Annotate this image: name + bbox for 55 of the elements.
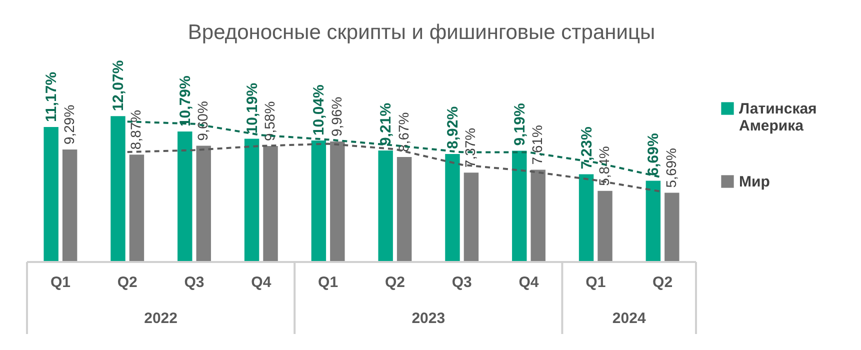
data-label: 7,23% xyxy=(578,126,596,170)
bar xyxy=(445,154,460,261)
bar xyxy=(378,150,393,261)
x-tick-label: Q4 xyxy=(251,274,272,291)
text: 2023 xyxy=(412,310,446,327)
bar xyxy=(664,192,680,261)
text: 2022 xyxy=(144,310,178,327)
data-label: 8,92% xyxy=(444,106,462,149)
data-label: 9,21% xyxy=(378,102,395,146)
text: 2024 xyxy=(612,310,646,327)
data-label: 11,17% xyxy=(43,72,60,122)
x-tick-label: Q1 xyxy=(586,274,606,291)
bar xyxy=(512,150,527,261)
data-label: 5,84% xyxy=(596,146,612,186)
legend-label: Латинская Америка xyxy=(739,100,817,134)
data-label: 8,87% xyxy=(128,110,144,150)
bar xyxy=(598,190,612,261)
data-label: 9,58% xyxy=(262,101,278,142)
x-tick-label: Q3 xyxy=(184,274,204,291)
x-tick-label: Q2 xyxy=(652,274,673,291)
x-tick-label: Q4 xyxy=(518,274,540,291)
data-label: 10,04% xyxy=(310,84,328,136)
bar xyxy=(311,140,326,261)
chart-title: Вредоносные скрипты и фишинговые страницы xyxy=(188,21,656,44)
data-label: 9,60% xyxy=(194,101,211,141)
bar xyxy=(244,138,260,261)
data-label: 7,61% xyxy=(529,124,546,165)
bar xyxy=(110,116,126,261)
bar xyxy=(530,170,546,261)
x-tick-label: Q3 xyxy=(452,274,472,291)
data-label: 7,37% xyxy=(462,128,478,168)
data-label: 10,79% xyxy=(176,76,194,127)
bar xyxy=(263,146,278,261)
data-label: 10,19% xyxy=(244,82,261,134)
data-label: 9,29% xyxy=(60,104,77,145)
x-tick-label: Q1 xyxy=(50,274,70,291)
bar xyxy=(464,172,479,261)
bar xyxy=(62,150,78,261)
bar xyxy=(396,156,412,261)
bar xyxy=(578,174,594,261)
data-label: 9,96% xyxy=(328,96,344,136)
data-label: 6,69% xyxy=(645,133,662,176)
data-label: 9,19% xyxy=(511,103,528,146)
bar xyxy=(330,141,345,261)
bar xyxy=(196,146,211,261)
data-label: 12,07% xyxy=(110,60,127,112)
x-tick-label: Q2 xyxy=(117,274,138,291)
bar xyxy=(646,180,661,261)
x-tick-label: Q2 xyxy=(384,274,405,291)
bar xyxy=(129,154,144,261)
data-label: 5,69% xyxy=(662,148,679,188)
x-tick-label: Q1 xyxy=(318,274,338,291)
legend-label: Мир xyxy=(739,174,770,190)
bar xyxy=(44,126,58,261)
bar xyxy=(178,132,192,261)
